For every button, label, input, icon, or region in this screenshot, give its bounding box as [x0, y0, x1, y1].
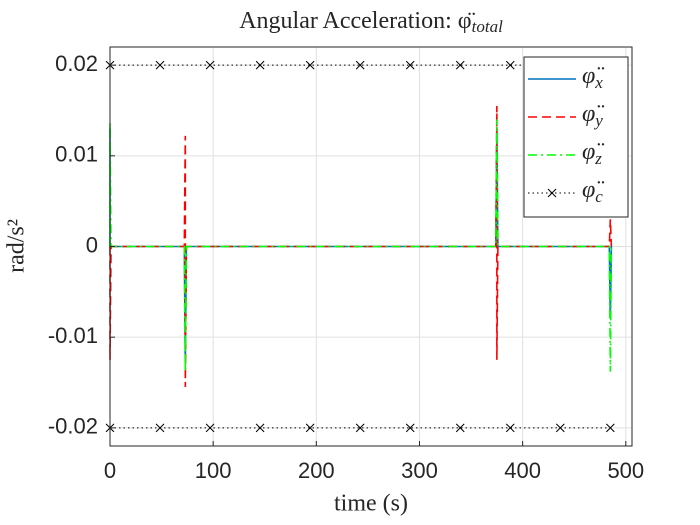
marker — [205, 60, 215, 70]
marker — [205, 423, 215, 433]
plot — [105, 60, 615, 433]
marker — [605, 423, 615, 433]
marker — [505, 423, 515, 433]
title-subscript: total — [472, 17, 503, 36]
x-axis-label: time (s) — [334, 491, 408, 517]
marker — [405, 423, 415, 433]
x-tick-label: 100 — [195, 458, 232, 483]
marker — [547, 188, 557, 198]
marker — [555, 423, 565, 433]
y-tick-label: 0.01 — [55, 142, 98, 167]
y-tick-label: 0 — [86, 232, 98, 257]
marker — [255, 423, 265, 433]
title-text: Angular Acceleration: φ̈ — [239, 8, 475, 34]
marker — [255, 60, 265, 70]
x-tick-label: 200 — [298, 458, 335, 483]
marker — [155, 60, 165, 70]
legend-subscript: c — [595, 187, 603, 206]
marker — [455, 423, 465, 433]
marker — [455, 60, 465, 70]
chart-title: Angular Acceleration: φ̈total — [239, 8, 503, 36]
marker — [405, 60, 415, 70]
y-axis-label: rad/s² — [4, 219, 30, 273]
x-tick-label: 400 — [504, 458, 541, 483]
marker — [355, 423, 365, 433]
marker — [355, 60, 365, 70]
y-tick-label: -0.01 — [48, 323, 98, 348]
x-tick-label: 500 — [607, 458, 644, 483]
marker — [305, 423, 315, 433]
marker — [505, 60, 515, 70]
ticks: 0 100 200 300 400 500 -0.02 -0.01 0 0.01 0.02 — [48, 51, 644, 483]
x-tick-label: 0 — [104, 458, 116, 483]
marker — [305, 60, 315, 70]
legend-subscript: x — [594, 73, 603, 92]
marker — [155, 423, 165, 433]
legend-box — [523, 56, 629, 218]
y-tick-label: 0.02 — [55, 51, 98, 76]
y-tick-label: -0.02 — [48, 414, 98, 439]
legend-subscript: y — [593, 111, 603, 130]
legend-subscript: z — [594, 149, 602, 168]
series-line — [109, 119, 613, 372]
legend: φ̈xφ̈yφ̈zφ̈c — [523, 56, 629, 218]
x-tick-label: 300 — [401, 458, 438, 483]
